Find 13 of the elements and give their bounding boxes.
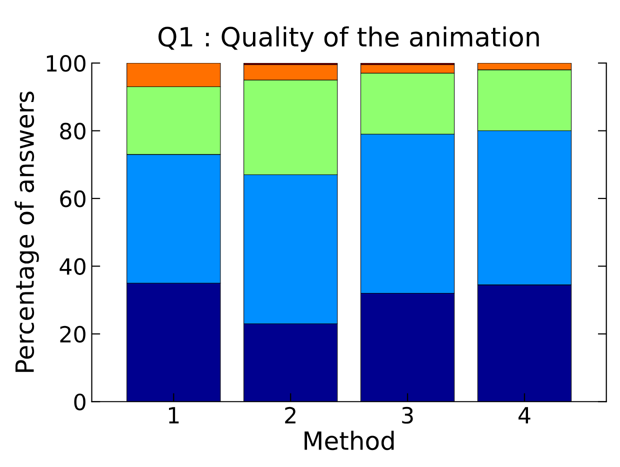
x-tick-label: 3: [402, 406, 413, 424]
y-tick-label: 60: [60, 190, 86, 208]
y-axis-title: Percentage of answers: [14, 92, 39, 372]
x-axis-title: Method: [304, 430, 394, 450]
x-tick-label: 4: [518, 407, 530, 424]
chart-title: Q1 : Quality of the animation: [158, 26, 539, 52]
y-tick-label: 20: [60, 326, 86, 343]
x-tick-label: 1: [169, 407, 179, 424]
x-tick-label: 2: [285, 406, 296, 424]
y-tick-label: 80: [60, 122, 86, 140]
y-tick-label: 100: [46, 54, 86, 72]
y-tick-label: 40: [60, 258, 86, 275]
y-tick-label: 0: [74, 394, 86, 410]
